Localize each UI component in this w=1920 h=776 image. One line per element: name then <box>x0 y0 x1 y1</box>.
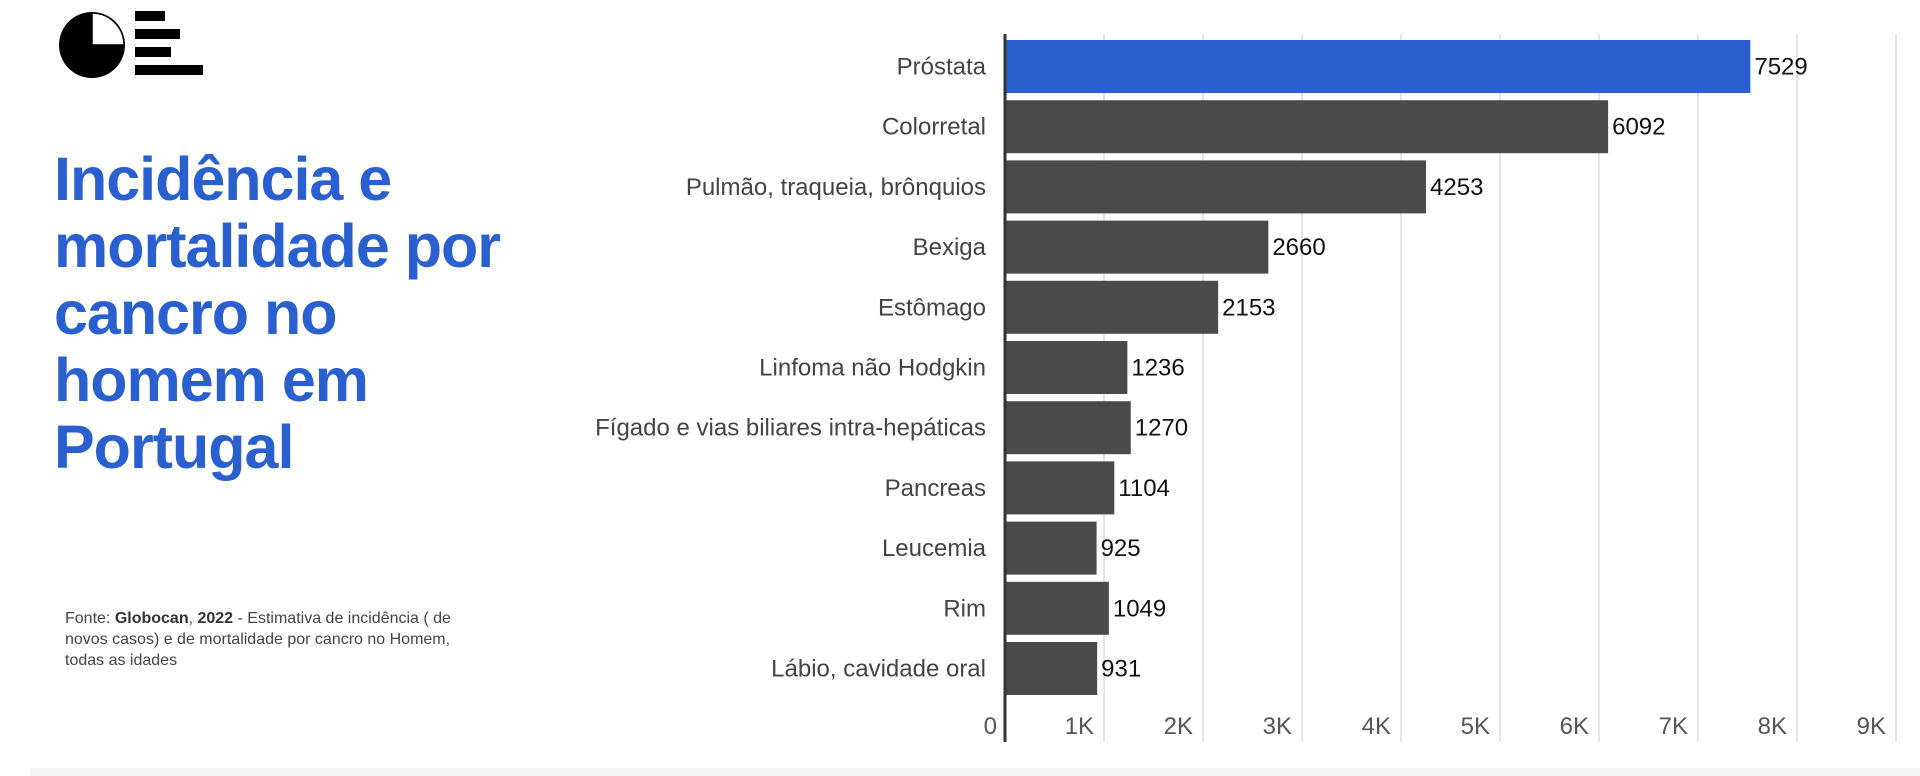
bar <box>1005 461 1115 515</box>
bottom-strip <box>30 768 1920 776</box>
value-label: 1104 <box>1118 475 1170 502</box>
category-label: Rim <box>943 595 986 622</box>
x-tick-label: 6K <box>1560 713 1589 740</box>
value-label: 1270 <box>1135 415 1188 442</box>
source-org: Globocan <box>114 610 189 627</box>
value-labels: 7529 6092 4253 2660 2153 1236 1270 1104 925 1049 9… <box>1101 54 1808 683</box>
x-tick-label: 9K <box>1857 713 1886 740</box>
value-label: 931 <box>1101 656 1141 683</box>
x-tick-label: 2K <box>1164 713 1193 740</box>
source-year: 2022 <box>197 610 234 627</box>
x-tick-label: 0 <box>984 713 997 740</box>
value-label: 1049 <box>1113 595 1166 622</box>
bar <box>1005 160 1427 214</box>
chart-title: Incidência e mortalidade por cancro no h… <box>54 145 501 481</box>
category-label: Bexiga <box>913 234 987 261</box>
value-label: 2153 <box>1222 294 1275 321</box>
bar <box>1005 581 1109 635</box>
category-label: Pancreas <box>885 475 986 502</box>
logo <box>59 11 203 78</box>
category-label: Colorretal <box>882 114 986 141</box>
x-tick-label: 5K <box>1461 713 1490 740</box>
bar <box>1005 100 1609 154</box>
category-label: Leucemia <box>882 535 987 562</box>
bar <box>1005 401 1131 455</box>
value-label: 7529 <box>1754 54 1807 81</box>
source-prefix: Fonte: <box>65 610 115 627</box>
bar <box>1005 280 1219 334</box>
x-tick-label: 1K <box>1065 713 1094 740</box>
category-label: Estômago <box>878 294 986 321</box>
value-label: 4253 <box>1430 174 1483 201</box>
value-label: 6092 <box>1612 114 1665 141</box>
value-label: 1236 <box>1131 355 1184 382</box>
bars <box>1005 40 1751 695</box>
value-label: 2660 <box>1272 234 1325 261</box>
bar <box>1005 40 1751 93</box>
category-labels: Próstata Colorretal Pulmão, traqueia, brôn… <box>595 54 987 683</box>
source-sep: , <box>188 610 198 627</box>
source-text: - Estimativa de incidência ( de novos ca… <box>65 610 451 669</box>
source-note: Fonte: Globocan, 2022 - Estimativa de in… <box>65 608 485 671</box>
bar <box>1005 642 1098 695</box>
value-label: 925 <box>1101 535 1141 562</box>
category-label: Pulmão, traqueia, brônquios <box>686 174 986 201</box>
x-tick-label: 4K <box>1362 713 1391 740</box>
category-label: Lábio, cavidade oral <box>771 656 986 683</box>
bar <box>1005 220 1269 274</box>
x-tick-label: 7K <box>1659 713 1688 740</box>
x-axis-ticks: 0 1K 2K 3K 4K 5K 6K 7K 8K 9K <box>984 713 1886 740</box>
bar <box>1005 521 1097 575</box>
x-tick-label: 3K <box>1263 713 1292 740</box>
category-label: Linfoma não Hodgkin <box>759 355 986 382</box>
bar <box>1005 341 1128 394</box>
x-tick-label: 8K <box>1758 713 1787 740</box>
category-label: Próstata <box>897 54 987 81</box>
category-label: Fígado e vias biliares intra-hepáticas <box>595 415 986 442</box>
